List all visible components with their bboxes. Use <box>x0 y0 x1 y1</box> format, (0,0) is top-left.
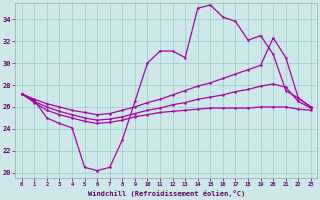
X-axis label: Windchill (Refroidissement éolien,°C): Windchill (Refroidissement éolien,°C) <box>88 190 245 197</box>
